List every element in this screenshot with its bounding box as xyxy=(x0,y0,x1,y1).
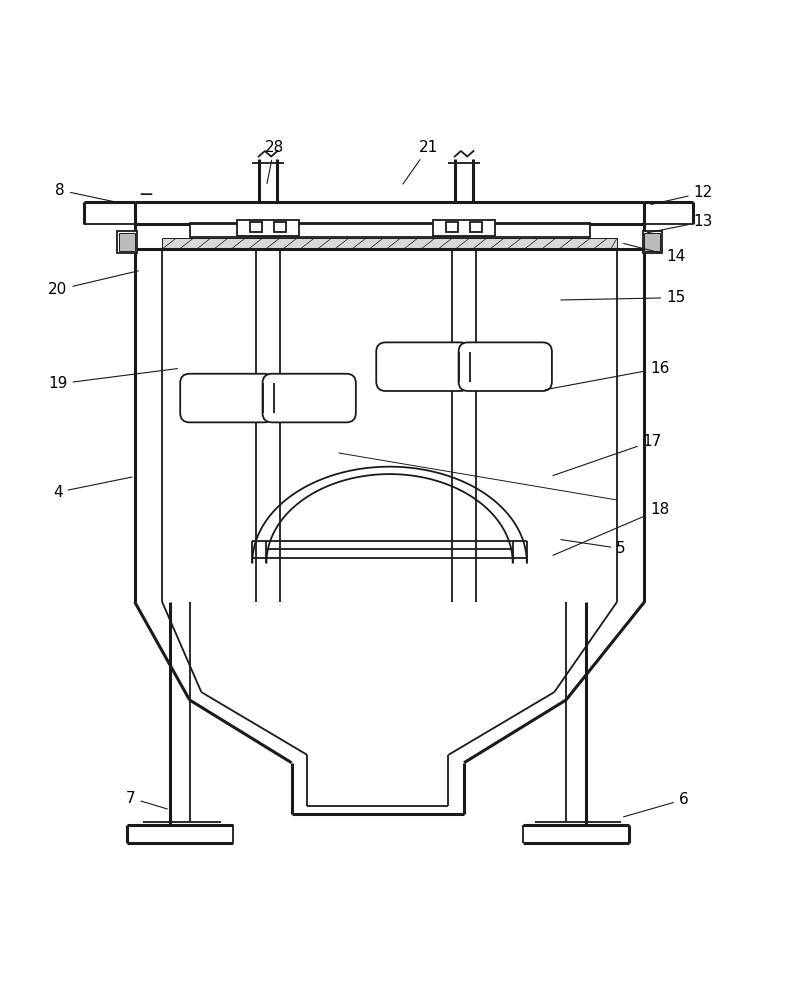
Text: 18: 18 xyxy=(553,502,670,555)
Bar xyxy=(119,233,135,251)
Text: 8: 8 xyxy=(55,183,120,203)
Text: 17: 17 xyxy=(553,434,662,476)
Text: 14: 14 xyxy=(623,243,685,264)
FancyBboxPatch shape xyxy=(180,374,274,422)
Text: 28: 28 xyxy=(264,140,284,184)
Bar xyxy=(643,231,663,253)
Text: 6: 6 xyxy=(623,792,689,817)
FancyBboxPatch shape xyxy=(459,342,552,391)
Text: 19: 19 xyxy=(48,369,177,391)
Text: 4: 4 xyxy=(53,477,132,500)
Bar xyxy=(446,222,458,232)
Bar xyxy=(162,238,617,249)
Bar xyxy=(237,220,299,236)
Bar xyxy=(471,222,482,232)
Text: 13: 13 xyxy=(647,214,713,233)
Text: 12: 12 xyxy=(651,185,713,205)
Bar xyxy=(117,231,137,253)
Text: 5: 5 xyxy=(561,540,626,556)
Text: 21: 21 xyxy=(403,140,438,184)
Text: 7: 7 xyxy=(126,791,168,809)
FancyBboxPatch shape xyxy=(263,374,356,422)
Bar xyxy=(275,222,286,232)
Bar xyxy=(190,223,589,237)
Bar xyxy=(250,222,262,232)
Text: 15: 15 xyxy=(561,290,685,305)
Bar xyxy=(645,233,660,251)
Text: 20: 20 xyxy=(48,271,139,297)
Bar xyxy=(433,220,496,236)
Text: 16: 16 xyxy=(545,361,670,390)
FancyBboxPatch shape xyxy=(376,342,470,391)
